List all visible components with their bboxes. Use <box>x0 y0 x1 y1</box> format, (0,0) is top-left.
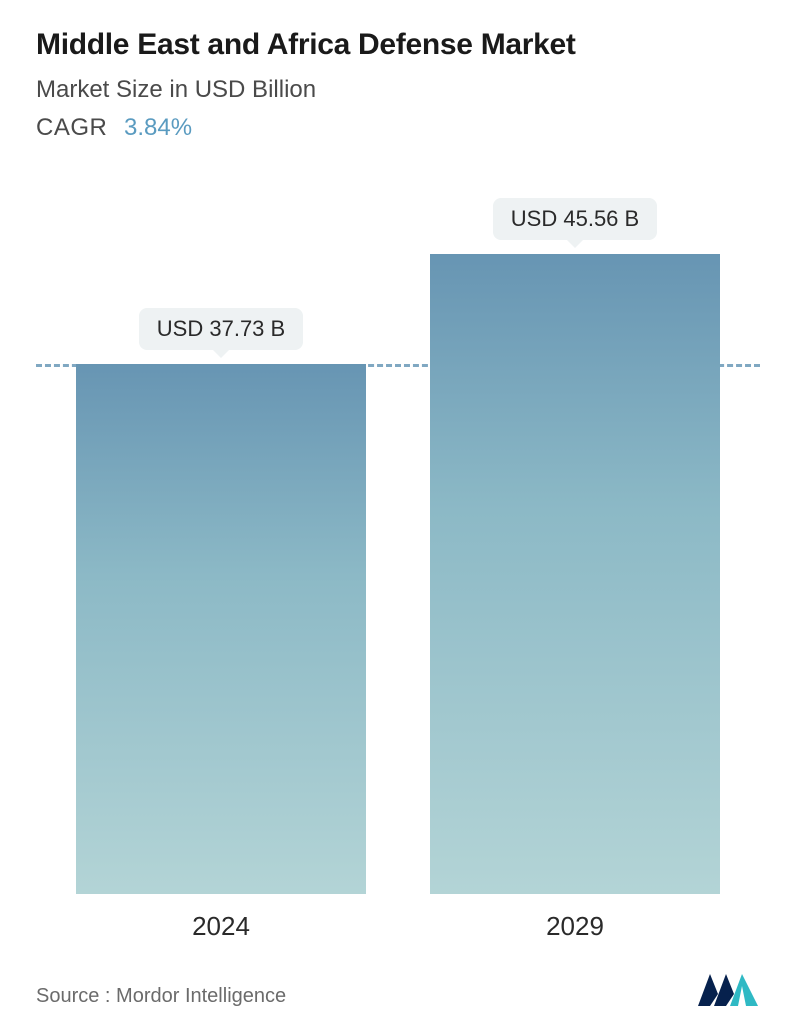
value-label-0: USD 37.73 B <box>139 308 303 350</box>
cagr-value: 3.84% <box>124 114 192 141</box>
x-label-0: 2024 <box>71 911 371 942</box>
chart-subtitle: Market Size in USD Billion <box>36 76 760 104</box>
value-label-1: USD 45.56 B <box>493 198 657 240</box>
brand-logo-icon <box>696 968 760 1008</box>
footer: Source : Mordor Intelligence <box>36 942 760 1014</box>
cagr-label: CAGR <box>36 114 107 141</box>
chart-title: Middle East and Africa Defense Market <box>36 28 760 62</box>
bar-col-0: USD 37.73 B <box>71 308 371 894</box>
source-text: Source : Mordor Intelligence <box>36 985 286 1008</box>
cagr-line: CAGR 3.84% <box>36 114 760 142</box>
bars-row: USD 37.73 B USD 45.56 B <box>36 198 760 894</box>
bar-1 <box>430 254 720 894</box>
bar-0 <box>76 364 366 894</box>
chart-area: USD 37.73 B USD 45.56 B 2024 2029 <box>36 182 760 942</box>
bar-col-1: USD 45.56 B <box>425 198 725 894</box>
x-axis-labels: 2024 2029 <box>36 911 760 942</box>
x-label-1: 2029 <box>425 911 725 942</box>
